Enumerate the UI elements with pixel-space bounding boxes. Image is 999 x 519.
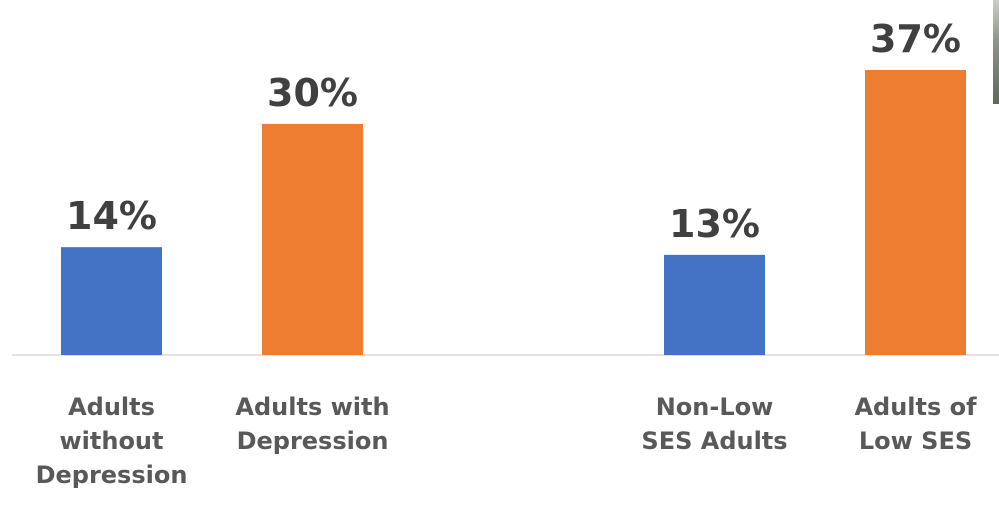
category-label-line: Adults of bbox=[826, 390, 999, 424]
bar-1-0 bbox=[664, 255, 765, 355]
bar-0-0 bbox=[61, 247, 162, 355]
category-label-line: Low SES bbox=[826, 424, 999, 458]
category-label-line: Adults bbox=[22, 390, 202, 424]
category-label-line: SES Adults bbox=[625, 424, 805, 458]
bar-1-1 bbox=[865, 70, 966, 355]
category-label-line: Depression bbox=[22, 458, 202, 492]
category-label-line: without bbox=[22, 424, 202, 458]
category-label-line: Depression bbox=[223, 424, 403, 458]
data-label-0-1: 30% bbox=[267, 71, 358, 115]
data-label-0-0: 14% bbox=[66, 194, 157, 238]
category-label-line: Adults with bbox=[223, 390, 403, 424]
data-label-1-1: 37% bbox=[870, 17, 961, 61]
category-label-line: Non-Low bbox=[625, 390, 805, 424]
bar-0-1 bbox=[262, 124, 363, 355]
photo-edge-image bbox=[993, 0, 999, 104]
data-label-1-0: 13% bbox=[669, 202, 760, 246]
